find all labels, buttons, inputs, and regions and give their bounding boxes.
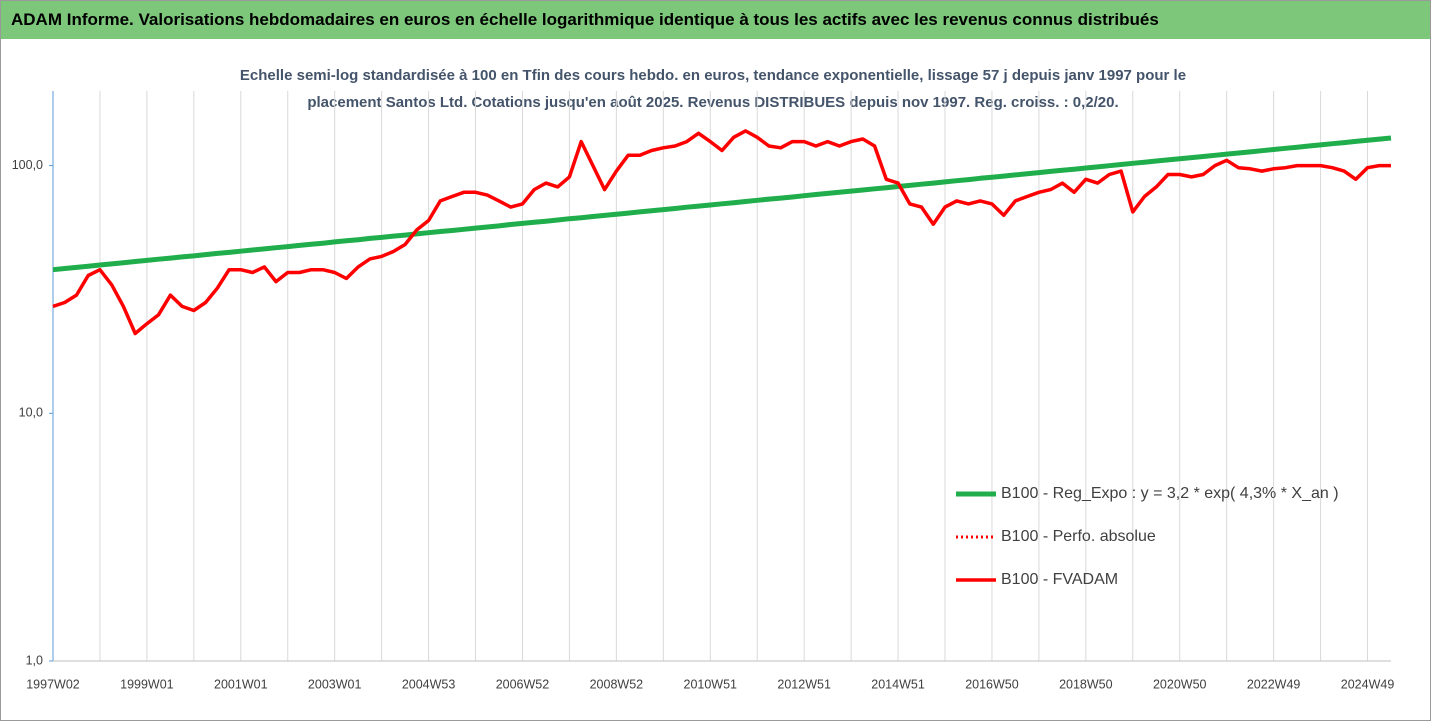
legend-label: B100 - Reg_Expo : y = 3,2 * exp( 4,3% * … [1001,485,1339,502]
legend-label: B100 - Perfo. absolue [1001,528,1156,545]
series-line [52,129,1391,335]
y-tick-label: 10,0 [19,406,43,420]
chart-title: placement Santos Ltd. Cotations jusqu'en… [307,94,1118,111]
x-tick-label: 2006W52 [496,677,550,691]
y-tick-label: 100,0 [12,158,43,172]
x-tick-label: 2016W50 [965,677,1019,691]
series-line [52,135,1392,273]
x-tick-label: 2003W01 [308,677,362,691]
x-tick-label: 2010W51 [684,677,738,691]
x-tick-label: 2008W52 [590,677,644,691]
x-tick-label: 1999W01 [120,677,174,691]
x-tick-label: 1997W02 [26,677,80,691]
x-tick-label: 2022W49 [1247,677,1301,691]
header-title: ADAM Informe. Valorisations hebdomadaire… [1,1,1430,39]
series-line [52,129,1391,336]
x-tick-label: 2012W51 [777,677,831,691]
x-tick-label: 2004W53 [402,677,456,691]
x-tick-label: 2014W51 [871,677,925,691]
x-tick-label: 2001W01 [214,677,268,691]
x-tick-label: 2020W50 [1153,677,1207,691]
chart-title: Echelle semi-log standardisée à 100 en T… [240,67,1186,84]
y-tick-label: 1,0 [26,653,43,667]
x-tick-label: 2018W50 [1059,677,1113,691]
x-tick-label: 2024W49 [1341,677,1395,691]
legend-label: B100 - FVADAM [1001,571,1118,588]
